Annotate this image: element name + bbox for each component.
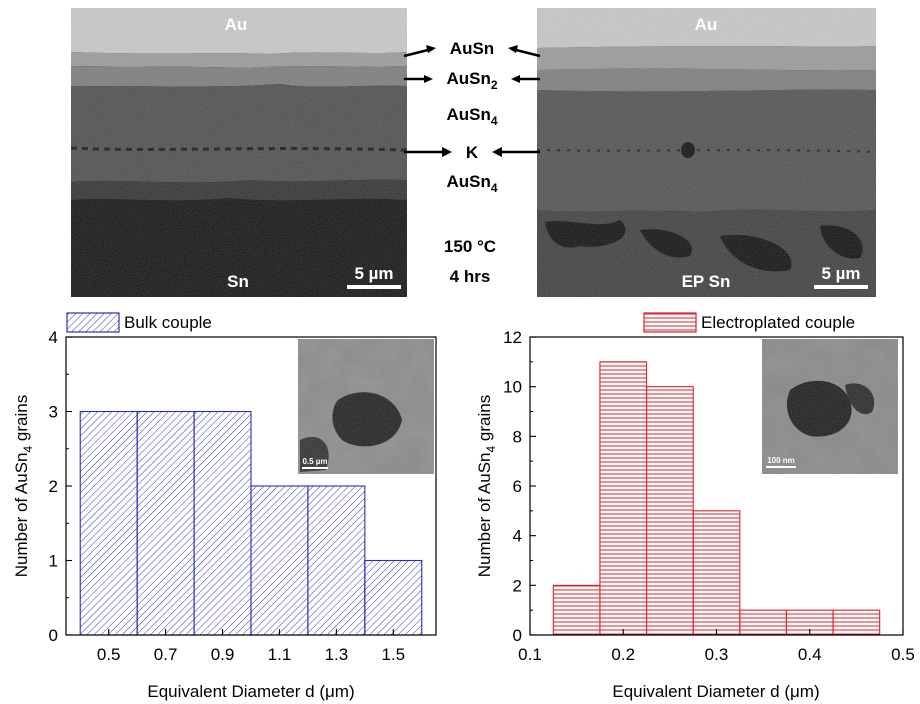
legend-label-electroplated: Electroplated couple	[701, 313, 855, 332]
svg-text:AuSn: AuSn	[450, 39, 494, 58]
histogram-bulk-y-ticks: 0 1 2 3 4	[49, 328, 72, 645]
histogram-bar	[646, 386, 694, 636]
histogram-bulk-legend: Bulk couple	[66, 312, 212, 333]
y-tick-label: 4	[49, 328, 58, 347]
left-scale-bar	[347, 285, 401, 289]
histogram-bar	[79, 410, 138, 636]
x-tick-label: 0.9	[211, 645, 235, 664]
histogram-electroplated-legend: Electroplated couple	[643, 312, 855, 333]
x-tick-label: 1.3	[325, 645, 349, 664]
histogram-electroplated-ylabel: Number of AuSn4 grains	[475, 395, 498, 577]
layer-labels: AuSn AuSn2 AuSn4 K AuSn4 150 °C 4 hrs	[403, 39, 541, 286]
x-tick-label: 0.1	[518, 645, 542, 664]
histogram-bulk-bars	[79, 410, 423, 636]
y-tick-label: 12	[503, 328, 522, 347]
histogram-bulk-ylabel: Number of AuSn4 grains	[12, 395, 35, 577]
y-tick-label: 2	[513, 576, 522, 595]
y-tick-label: 8	[513, 427, 522, 446]
x-tick-label: 0.3	[705, 645, 729, 664]
legend-label-bulk: Bulk couple	[124, 313, 212, 332]
right-scale-bar-label: 5 µm	[821, 264, 860, 283]
histogram-bar	[193, 410, 252, 636]
y-tick-label: 0	[513, 626, 522, 645]
layer-label-k-text: K	[466, 143, 479, 162]
condition-time: 4 hrs	[450, 267, 491, 286]
y-tick-label: 10	[503, 378, 522, 397]
left-bottom-label: Sn	[227, 272, 249, 291]
histogram-electroplated-inset-tem: 100 nm	[762, 339, 898, 474]
histogram-bar	[832, 609, 881, 636]
histogram-bar	[599, 361, 648, 636]
histogram-bar	[552, 584, 601, 636]
right-top-label: Au	[695, 15, 718, 34]
left-top-label: Au	[225, 15, 248, 34]
histogram-bar	[250, 485, 309, 636]
x-tick-label: 0.4	[798, 645, 822, 664]
svg-text:AuSn2: AuSn2	[446, 69, 497, 92]
legend-swatch-electroplated	[643, 312, 697, 333]
layer-label-ausn2-text: AuSn	[446, 69, 490, 88]
micrograph-right: Au EP Sn 5 µm	[536, 8, 877, 297]
histogram-bar	[136, 410, 195, 636]
x-tick-label: 1.5	[381, 645, 405, 664]
layer-label-k: K	[404, 143, 540, 162]
x-tick-label: 0.7	[154, 645, 178, 664]
right-bottom-label: EP Sn	[682, 272, 731, 291]
histogram-bulk-x-ticks: 0.5 0.7 0.9 1.1 1.3 1.5	[97, 629, 405, 664]
histogram-bar	[307, 485, 366, 636]
histogram-bulk: 0 1 2 3 4 0.5 0.7 0.9 1.1 1.3 1.5 Bulk couple Equ…	[12, 312, 437, 701]
x-tick-label: 0.2	[611, 645, 635, 664]
right-scale-bar	[814, 285, 868, 289]
histogram-bulk-inset-tem: 0.5 µm	[298, 339, 434, 474]
legend-swatch-bulk	[66, 312, 120, 333]
layer-label-ausn-text: AuSn	[450, 39, 494, 58]
x-tick-label: 0.5	[891, 645, 915, 664]
micrograph-left: Au Sn 5 µm	[70, 8, 408, 297]
x-tick-label: 1.1	[268, 645, 292, 664]
y-tick-label: 2	[49, 477, 58, 496]
layer-label-ausn2-sub: 2	[491, 78, 498, 92]
left-scale-bar-label: 5 µm	[354, 264, 393, 283]
histogram-electroplated-x-ticks: 0.1 0.2 0.3 0.4 0.5	[518, 629, 915, 664]
layer-label-ausn4-lower: AuSn4	[446, 172, 497, 195]
histogram-electroplated-y-ticks: 0 2 4 6 8 10 12	[503, 328, 536, 645]
layer-label-ausn: AuSn	[403, 39, 541, 58]
layer-label-ausn4-upper: AuSn4	[446, 105, 497, 128]
y-tick-label: 0	[49, 626, 58, 645]
histogram-electroplated-bars	[552, 361, 881, 636]
inset-electroplated-scale-label: 100 nm	[767, 456, 795, 465]
inset-bulk-scale-label: 0.5 µm	[302, 457, 327, 466]
y-tick-label: 1	[49, 552, 58, 571]
layer-label-ausn2: AuSn2	[404, 69, 540, 92]
x-tick-label: 0.5	[97, 645, 121, 664]
histogram-bar	[364, 559, 423, 636]
condition-temperature: 150 °C	[444, 237, 496, 256]
histogram-electroplated-xlabel: Equivalent Diameter d (μm)	[612, 682, 819, 701]
histogram-bar	[739, 609, 787, 636]
histogram-bar	[692, 510, 741, 636]
y-tick-label: 4	[513, 527, 522, 546]
y-tick-label: 3	[49, 403, 58, 422]
histogram-electroplated: 0 2 4 6 8 10 12 0.1 0.2 0.3 0.4 0.5 Electroplated …	[475, 312, 915, 701]
y-tick-label: 6	[513, 477, 522, 496]
histogram-bulk-xlabel: Equivalent Diameter d (μm)	[147, 682, 354, 701]
